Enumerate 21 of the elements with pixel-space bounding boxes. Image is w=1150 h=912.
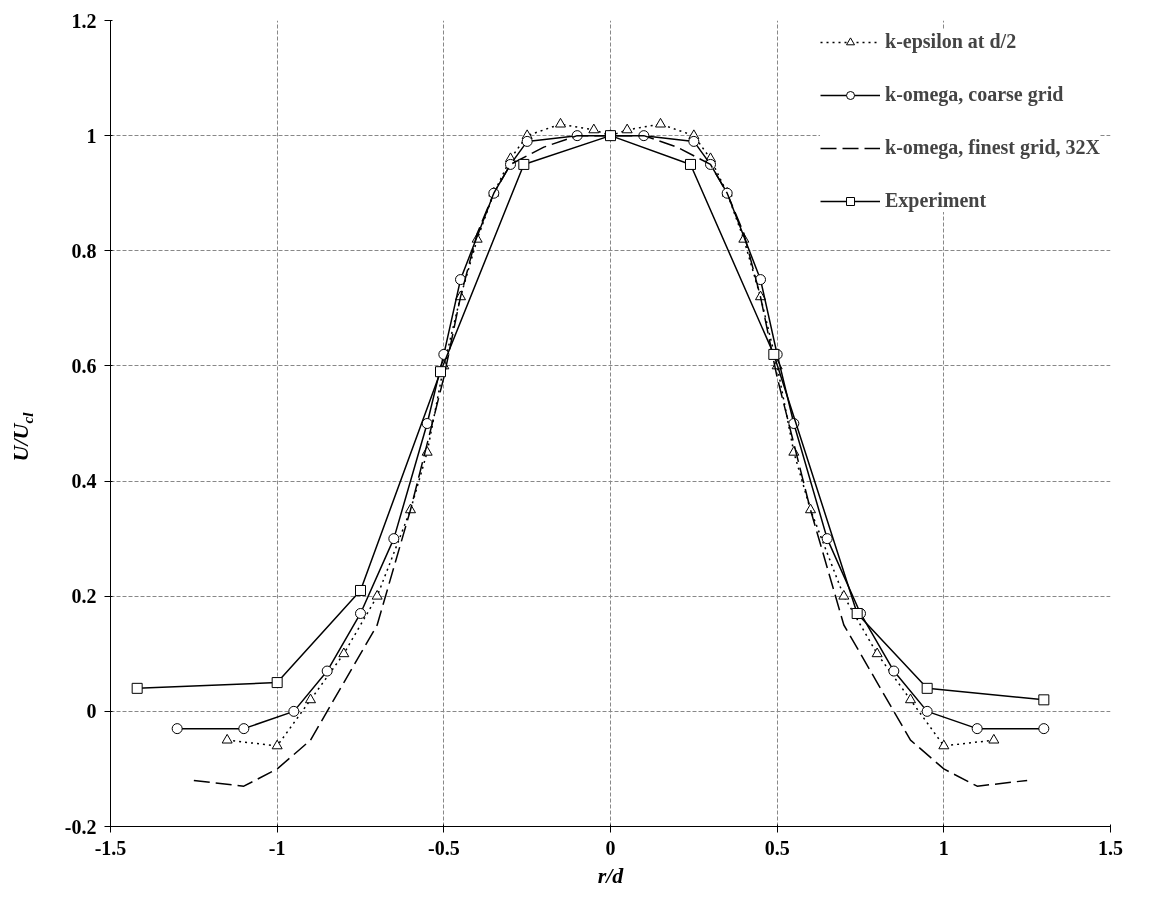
x-tick-label: -1.5: [94, 836, 127, 859]
y-tick-label: 1: [86, 124, 97, 147]
x-tick-label: 0: [605, 836, 616, 859]
x-tick-label: -1: [268, 836, 286, 859]
y-tick-label: 0: [86, 700, 97, 723]
y-tick-label: -0.2: [64, 815, 97, 838]
legend-label: k-epsilon at d/2: [885, 30, 1017, 53]
x-tick-label: 1: [938, 836, 949, 859]
x-axis-title: r/d: [597, 862, 625, 888]
x-tick-label: -0.5: [428, 836, 460, 859]
x-tick-label: 1.5: [1098, 836, 1123, 859]
y-tick-label: 0.6: [71, 354, 97, 377]
x-tick-label: 0.5: [764, 836, 790, 859]
y-tick-label: 0.2: [71, 585, 97, 608]
y-tick-label: 0.4: [71, 470, 97, 493]
y-tick-label: 1.2: [71, 9, 97, 32]
y-tick-label: 0.8: [71, 239, 97, 262]
y-axis-title: U/Ucl: [8, 411, 36, 462]
legend-label: Experiment: [885, 189, 987, 212]
legend-label: k-omega, finest grid, 32X: [885, 136, 1100, 159]
legend-label: k-omega, coarse grid: [885, 83, 1064, 106]
